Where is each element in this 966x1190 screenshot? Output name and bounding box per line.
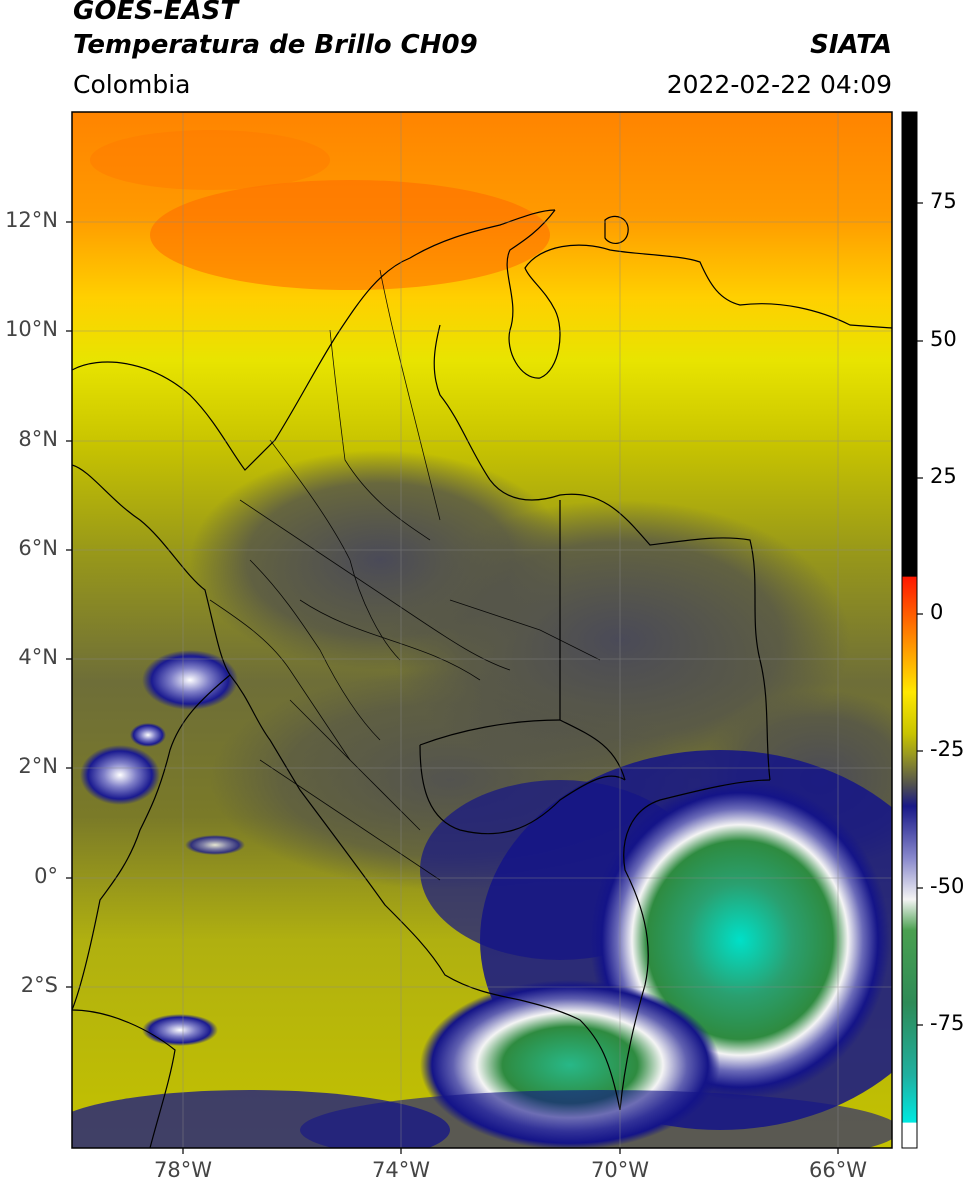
lat-label-4n: 4°N: [18, 645, 58, 669]
brand-label: SIATA: [810, 30, 892, 60]
lat-label-0: 0°: [34, 864, 58, 888]
colorbar-label-minus25: -25: [930, 737, 965, 761]
colorbar-label-25: 25: [930, 464, 957, 488]
lat-label-2n: 2°N: [18, 754, 58, 778]
lon-label-74w: 74°W: [372, 1158, 430, 1182]
title-line-1: GOES-EAST: [73, 0, 239, 26]
lat-label-2s: 2°S: [20, 973, 58, 997]
lat-label-10n: 10°N: [5, 317, 58, 341]
datetime-label: 2022-02-22 04:09: [666, 70, 892, 99]
colorbar-label-minus75: -75: [930, 1011, 965, 1035]
title-line-2: Temperatura de Brillo CH09: [73, 30, 478, 60]
lon-label-70w: 70°W: [591, 1158, 649, 1182]
colorbar-label-0: 0: [930, 600, 944, 624]
lat-label-6n: 6°N: [18, 536, 58, 560]
colorbar-label-50: 50: [930, 327, 957, 351]
colorbar-label-minus50: -50: [930, 874, 965, 898]
colorbar-label-75: 75: [930, 189, 957, 213]
colorbar: [901, 111, 918, 1149]
lon-label-78w: 78°W: [154, 1158, 212, 1182]
lon-label-66w: 66°W: [809, 1158, 867, 1182]
region-label: Colombia: [73, 70, 191, 99]
lat-label-8n: 8°N: [18, 427, 58, 451]
lat-label-12n: 12°N: [5, 208, 58, 232]
